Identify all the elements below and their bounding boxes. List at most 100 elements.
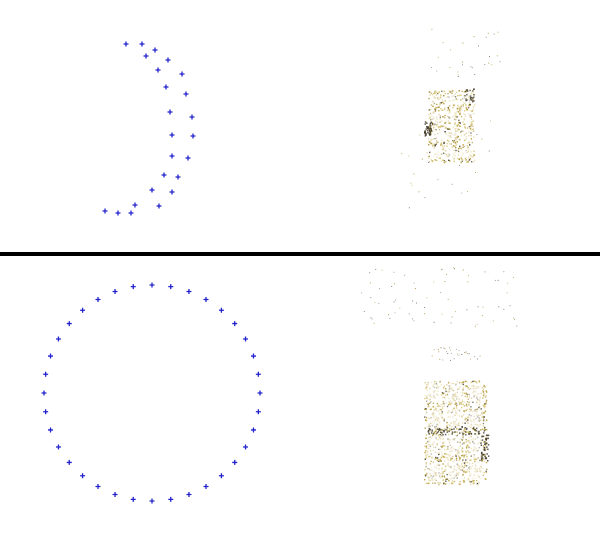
cloud-point <box>456 124 458 127</box>
cloud-point <box>466 469 468 471</box>
cloud-point <box>445 390 447 393</box>
cloud-point <box>429 131 431 133</box>
cloud-point <box>430 104 433 106</box>
cloud-point <box>445 478 447 480</box>
cloud-point <box>482 417 485 419</box>
camera-marker-15 <box>203 484 209 490</box>
cloud-point <box>438 126 440 128</box>
camera-marker-13 <box>169 153 175 159</box>
cloud-point <box>462 436 464 438</box>
camera-marker-14 <box>185 155 191 161</box>
camera-marker-18 <box>169 189 175 195</box>
cloud-point <box>466 385 468 387</box>
cloud-point <box>485 399 488 402</box>
cloud-point <box>438 482 440 484</box>
cloud-point <box>455 349 457 350</box>
cloud-point <box>454 142 457 144</box>
cloud-point <box>487 448 489 451</box>
cloud-point <box>444 468 447 471</box>
cloud-point <box>425 456 428 458</box>
cloud-point <box>437 404 439 406</box>
cloud-point <box>499 61 501 63</box>
cloud-point <box>466 408 468 411</box>
cloud-point <box>465 99 467 102</box>
cloud-point <box>462 42 464 44</box>
cloud-point <box>457 353 458 355</box>
cloud-point <box>430 407 432 409</box>
cloud-point <box>455 130 457 132</box>
cloud-point <box>399 307 401 309</box>
cloud-point <box>443 385 446 388</box>
cloud-point <box>435 457 437 460</box>
cloud-point <box>486 468 488 471</box>
cloud-point <box>460 135 462 137</box>
cloud-point <box>447 107 450 109</box>
cloud-point <box>459 122 461 124</box>
cloud-point <box>433 144 435 146</box>
cloud-point <box>443 161 445 164</box>
cloud-point <box>454 426 457 428</box>
camera-marker-15 <box>161 172 167 178</box>
cloud-point <box>474 429 476 431</box>
cloud-point <box>435 433 437 435</box>
cloud-point <box>459 382 461 384</box>
cloud-point <box>427 431 430 434</box>
cloud-point <box>472 156 474 158</box>
cloud-point <box>425 437 427 440</box>
cloud-point <box>448 90 451 92</box>
cloud-point <box>483 428 486 430</box>
cloud-point <box>468 140 470 142</box>
camera-marker-20 <box>112 491 118 497</box>
cloud-point <box>433 92 435 95</box>
cloud-point <box>468 353 470 355</box>
cloud-point <box>465 351 467 353</box>
cloud-point <box>428 161 430 163</box>
cloud-point <box>444 107 446 109</box>
cloud-point <box>463 139 466 141</box>
cloud-point <box>507 282 509 284</box>
cloud-point <box>428 433 430 435</box>
camera-marker-20 <box>156 203 162 209</box>
cloud-point <box>463 145 465 148</box>
cloud-point <box>443 420 445 422</box>
cloud-point <box>427 138 429 140</box>
cloud-point <box>470 138 473 140</box>
cloud-point <box>481 460 483 462</box>
cloud-point <box>443 476 446 478</box>
cloud-point <box>447 410 463 428</box>
camera-marker-28 <box>43 371 49 377</box>
cloud-point <box>487 434 490 437</box>
cloud-point <box>456 116 459 118</box>
cloud-point <box>475 172 476 173</box>
cloud-point <box>434 109 437 111</box>
cloud-point <box>483 446 485 448</box>
cloud-point <box>443 396 446 399</box>
cloud-point <box>465 393 467 396</box>
cloud-point <box>456 157 458 160</box>
cloud-point <box>472 380 474 383</box>
camera-marker-26 <box>43 409 49 415</box>
cloud-point <box>426 403 429 405</box>
cloud-point <box>470 125 472 127</box>
top-reconstruction-view <box>102 28 501 216</box>
cloud-point <box>484 406 486 408</box>
cloud-point <box>450 322 452 324</box>
cloud-point <box>428 144 430 146</box>
cloud-point <box>455 147 457 149</box>
cloud-point <box>424 123 426 125</box>
top-camera-markers <box>102 41 196 216</box>
cloud-point <box>467 393 469 396</box>
cloud-point <box>426 411 428 413</box>
cloud-point <box>447 93 449 95</box>
cloud-point <box>446 273 447 275</box>
cloud-point <box>470 110 472 112</box>
cloud-point <box>434 144 436 146</box>
cloud-point <box>444 445 446 447</box>
cloud-point <box>465 90 467 93</box>
cloud-point <box>381 269 383 271</box>
cloud-point <box>465 450 467 452</box>
cloud-point <box>425 466 427 468</box>
cloud-point <box>448 109 451 111</box>
cloud-point <box>444 433 447 436</box>
